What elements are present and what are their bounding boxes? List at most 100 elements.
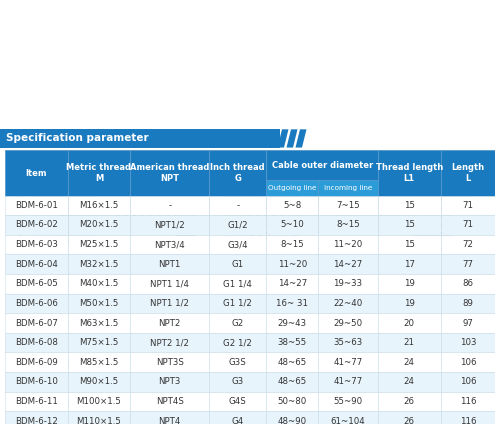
Bar: [68, 411, 130, 424]
Bar: [266, 195, 318, 215]
Text: Sealing plug: Sealing plug: [416, 247, 449, 252]
Bar: [266, 254, 318, 274]
Bar: [266, 411, 318, 424]
Text: 86: 86: [462, 279, 473, 288]
Bar: [378, 215, 440, 235]
Text: 77: 77: [462, 260, 473, 269]
Bar: [34, 196, 36, 236]
Text: 5~8: 5~8: [283, 201, 302, 210]
Text: BDM-6-12: BDM-6-12: [15, 416, 58, 424]
Bar: [209, 293, 266, 313]
Bar: [378, 195, 440, 215]
Bar: [318, 313, 378, 333]
Text: M90×1.5: M90×1.5: [80, 377, 118, 386]
Bar: [440, 333, 495, 352]
Text: 20: 20: [404, 318, 415, 327]
Bar: [5, 313, 68, 333]
Bar: [378, 274, 440, 293]
Bar: [314, 184, 470, 200]
Text: BDM-6-06: BDM-6-06: [15, 299, 58, 308]
Text: Thread length
L1: Thread length L1: [376, 163, 443, 183]
Text: 48~65: 48~65: [278, 358, 307, 367]
Text: Nut: Nut: [320, 267, 329, 272]
Bar: [321, 200, 323, 232]
Text: ØB: ØB: [304, 211, 310, 221]
Text: 103: 103: [460, 338, 476, 347]
Polygon shape: [286, 129, 298, 148]
Text: NPT4S: NPT4S: [156, 397, 184, 406]
Text: G2: G2: [232, 318, 244, 327]
Text: NPT3: NPT3: [158, 377, 181, 386]
Text: G3S: G3S: [229, 358, 246, 367]
Bar: [392, 202, 414, 231]
Text: ØA: ØA: [10, 211, 16, 221]
Bar: [378, 372, 440, 392]
Bar: [48, 196, 50, 236]
Bar: [414, 198, 451, 235]
Bar: [325, 200, 326, 232]
Text: BDM-6-03: BDM-6-03: [15, 240, 58, 249]
Bar: [266, 313, 318, 333]
Bar: [440, 313, 495, 333]
Text: Washer: Washer: [332, 247, 351, 252]
Bar: [318, 195, 378, 215]
Bar: [5, 392, 68, 411]
Bar: [266, 274, 318, 293]
Bar: [5, 274, 68, 293]
Text: L1: L1: [139, 170, 150, 180]
Text: Length
L: Length L: [451, 163, 484, 183]
Bar: [440, 151, 495, 195]
Bar: [93, 202, 176, 231]
Bar: [332, 200, 334, 232]
Bar: [218, 199, 220, 233]
Bar: [266, 235, 318, 254]
Bar: [38, 196, 40, 236]
Text: G1/2: G1/2: [228, 220, 248, 229]
Polygon shape: [375, 202, 392, 232]
Bar: [266, 151, 378, 180]
Bar: [378, 352, 440, 372]
Text: M50×1.5: M50×1.5: [79, 299, 118, 308]
Text: NPT2: NPT2: [158, 318, 181, 327]
Bar: [378, 235, 440, 254]
Text: Cover ring: Cover ring: [389, 247, 416, 252]
Text: 24: 24: [404, 377, 415, 386]
Bar: [68, 215, 130, 235]
Text: BDM-6-04: BDM-6-04: [15, 260, 58, 269]
Bar: [266, 293, 318, 313]
Bar: [228, 195, 296, 237]
Bar: [68, 352, 130, 372]
Text: American thread
NPT: American thread NPT: [130, 163, 210, 183]
Text: NPT3/4: NPT3/4: [154, 240, 185, 249]
Bar: [318, 333, 378, 352]
Bar: [213, 199, 216, 233]
Text: 29~43: 29~43: [278, 318, 307, 327]
Text: 48~65: 48~65: [278, 377, 307, 386]
Bar: [378, 411, 440, 424]
Bar: [209, 235, 266, 254]
Text: NPT3S: NPT3S: [156, 358, 184, 367]
Circle shape: [338, 216, 346, 222]
Bar: [68, 254, 130, 274]
Bar: [198, 199, 201, 233]
Bar: [68, 333, 130, 352]
Text: Compression
nut: Compression nut: [387, 261, 419, 272]
Text: BDM-6-08: BDM-6-08: [15, 338, 58, 347]
Bar: [68, 372, 130, 392]
Text: Mid-body: Mid-body: [349, 247, 374, 252]
Text: Outgoing line: Outgoing line: [268, 185, 316, 191]
Text: G1 1/2: G1 1/2: [224, 299, 252, 308]
Bar: [440, 215, 495, 235]
Text: Sealing
ring: Sealing ring: [332, 261, 350, 272]
Bar: [314, 200, 316, 232]
Bar: [194, 199, 228, 233]
Text: 19~33: 19~33: [334, 279, 362, 288]
Bar: [318, 215, 378, 235]
Bar: [209, 411, 266, 424]
Bar: [130, 411, 209, 424]
Bar: [130, 235, 209, 254]
Bar: [68, 293, 130, 313]
Text: NPT1/2: NPT1/2: [154, 220, 185, 229]
Bar: [5, 254, 68, 274]
Bar: [364, 200, 367, 231]
